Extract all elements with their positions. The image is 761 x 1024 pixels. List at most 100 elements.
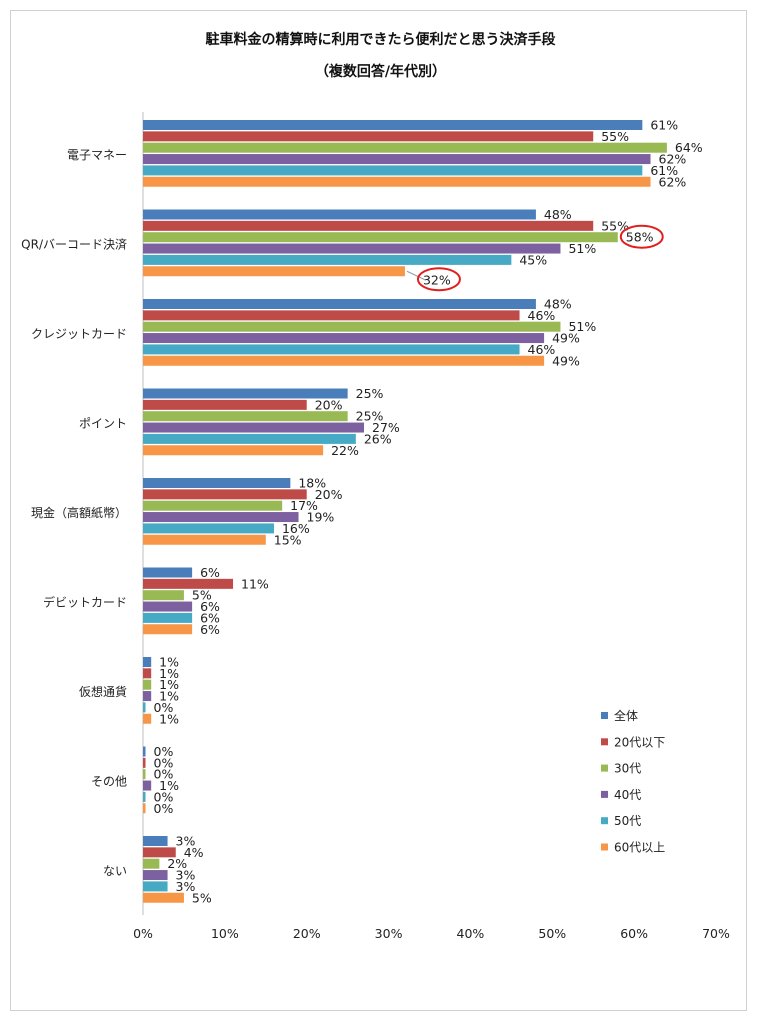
- category-label: その他: [91, 775, 127, 789]
- x-tick-label: 10%: [211, 926, 239, 941]
- data-label: 48%: [544, 207, 572, 222]
- legend-swatch-40代: [601, 790, 608, 798]
- legend-label: 30代: [614, 762, 641, 776]
- bar-40代: [143, 512, 299, 523]
- bar-50代: [143, 881, 168, 892]
- data-label: 0%: [154, 755, 174, 770]
- data-label: 18%: [298, 476, 326, 491]
- bar-60代以上: [143, 266, 405, 277]
- bar-60代以上: [143, 713, 152, 724]
- bar-50代: [143, 344, 520, 355]
- legend-swatch-50代: [601, 817, 608, 825]
- category-label: 現金（高額紙幣）: [31, 505, 127, 520]
- legend-swatch-20代以下: [601, 738, 608, 746]
- legend-swatch-60代以上: [601, 843, 608, 851]
- chart-title: 駐車料金の精算時に利用できたら便利だと思う決済手段: [205, 32, 556, 48]
- data-label: 6%: [200, 599, 220, 614]
- data-label: 5%: [192, 588, 212, 603]
- bar-30代: [143, 679, 152, 690]
- data-label: 49%: [552, 331, 580, 346]
- data-label: 1%: [159, 711, 179, 726]
- bar-40代: [143, 154, 651, 165]
- bar-50代: [143, 433, 356, 444]
- x-tick-label: 50%: [538, 926, 566, 941]
- data-label: 5%: [192, 890, 212, 905]
- data-label: 51%: [568, 241, 596, 256]
- x-tick-label: 60%: [620, 926, 648, 941]
- bar-40代: [143, 601, 193, 612]
- bar-20代以下: [143, 668, 152, 679]
- bar-30代: [143, 769, 146, 780]
- bar-全体: [143, 120, 643, 130]
- data-label: 1%: [159, 655, 179, 670]
- bar-20代以下: [143, 131, 594, 142]
- chart-subtitle: （複数回答/年代別）: [314, 64, 447, 80]
- bar-20代以下: [143, 847, 176, 858]
- bar-30代: [143, 500, 283, 511]
- x-tick-label: 70%: [702, 926, 730, 941]
- bar-40代: [143, 333, 545, 344]
- data-label: 19%: [307, 510, 335, 525]
- bar-60代以上: [143, 803, 146, 814]
- data-label: 61%: [650, 118, 678, 133]
- bar-20代以下: [143, 578, 234, 589]
- data-label: 11%: [241, 576, 269, 591]
- data-label: 55%: [601, 129, 629, 144]
- bar-60代以上: [143, 892, 184, 903]
- bar-40代: [143, 691, 152, 702]
- bar-60代以上: [143, 534, 266, 545]
- category-label: クレジットカード: [31, 327, 127, 341]
- category-label: ポイント: [79, 417, 127, 431]
- bar-60代以上: [143, 355, 545, 366]
- bar-40代: [143, 243, 561, 254]
- data-label: 64%: [675, 140, 703, 155]
- data-label: 15%: [274, 532, 302, 547]
- data-label: 17%: [290, 498, 318, 513]
- bar-20代以下: [143, 399, 307, 410]
- bar-40代: [143, 870, 168, 881]
- bar-20代以下: [143, 757, 146, 768]
- highlight-circle: [619, 224, 664, 249]
- category-label: ない: [103, 864, 127, 878]
- data-label: 62%: [659, 174, 687, 189]
- data-label: 46%: [528, 308, 556, 323]
- data-label: 0%: [154, 744, 174, 759]
- data-label: 3%: [176, 834, 196, 849]
- data-label: 6%: [200, 610, 220, 625]
- data-label: 51%: [568, 319, 596, 334]
- category-label: 仮想通貨: [79, 684, 127, 699]
- data-label: 2%: [167, 856, 187, 871]
- data-label: 3%: [176, 868, 196, 883]
- bar-30代: [143, 321, 561, 332]
- data-label: 55%: [601, 218, 629, 233]
- data-label: 6%: [200, 565, 220, 580]
- data-label: 25%: [356, 386, 384, 401]
- bar-20代以下: [143, 489, 307, 500]
- data-label: 6%: [200, 622, 220, 637]
- data-label: 27%: [372, 420, 400, 435]
- bar-50代: [143, 791, 146, 802]
- data-label: 0%: [154, 789, 174, 804]
- bar-50代: [143, 523, 274, 534]
- data-label: 58%: [626, 230, 654, 245]
- data-label: 25%: [356, 409, 384, 424]
- data-label: 1%: [159, 666, 179, 681]
- category-label: QR/バーコード決済: [21, 237, 127, 252]
- bar-60代以上: [143, 624, 193, 635]
- data-label: 1%: [159, 689, 179, 704]
- legend-swatch-30代: [601, 764, 608, 772]
- bar-全体: [143, 746, 146, 757]
- data-label: 20%: [315, 487, 343, 502]
- x-tick-label: 0%: [133, 926, 153, 941]
- data-label: 20%: [315, 397, 343, 412]
- category-label: 電子マネー: [67, 148, 127, 162]
- data-label: 1%: [159, 677, 179, 692]
- x-tick-label: 30%: [375, 926, 403, 941]
- bar-全体: [143, 299, 536, 309]
- bar-20代以下: [143, 220, 594, 231]
- data-label: 62%: [659, 152, 687, 167]
- legend-label: 60代以上: [614, 841, 665, 855]
- legend-swatch-全体: [601, 712, 608, 719]
- data-label: 0%: [154, 767, 174, 782]
